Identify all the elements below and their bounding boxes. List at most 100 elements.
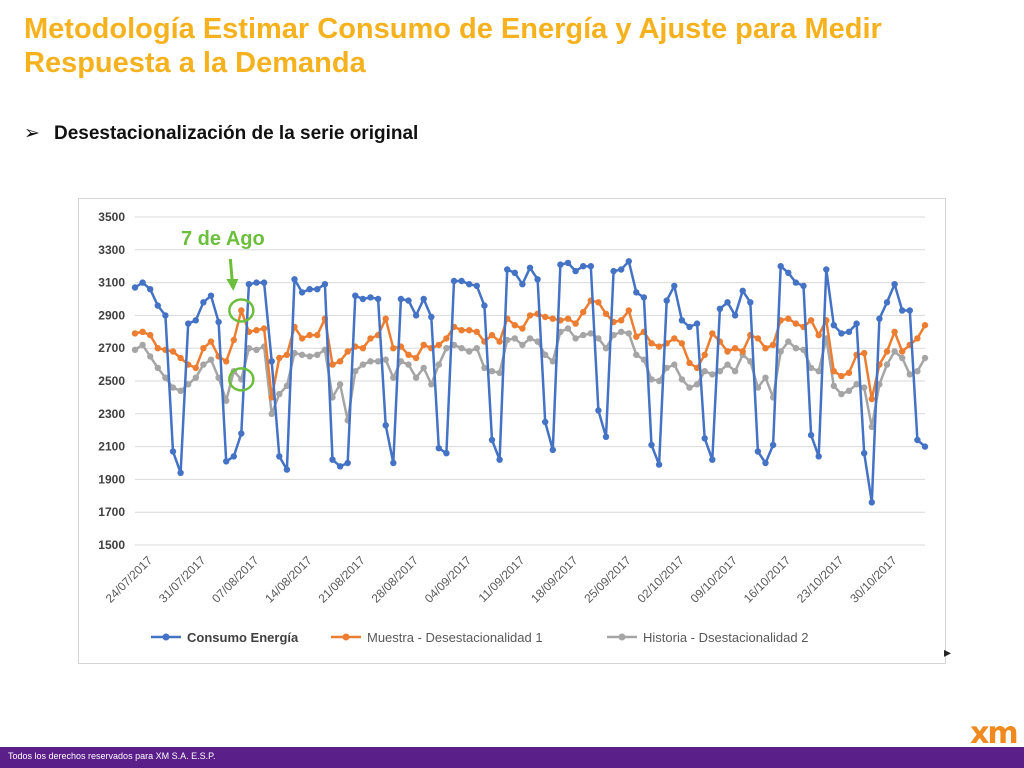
- chart-container: 1500 1700 1900 2100 2300 2500 2700 2900 3100 3300…: [78, 198, 946, 664]
- x-tick-label: 24/07/2017: [103, 553, 156, 606]
- data-point-muestra: [177, 354, 184, 362]
- data-point-historia: [724, 361, 731, 368]
- data-point-consumo: [298, 289, 306, 296]
- data-point-historia: [785, 338, 792, 345]
- slide-title: Metodología Estimar Consumo de Energía y…: [24, 13, 882, 79]
- data-point-historia: [139, 341, 146, 349]
- data-point-historia: [716, 368, 724, 375]
- data-point-consumo: [701, 435, 708, 442]
- data-point-consumo: [618, 266, 625, 273]
- data-point-historia: [709, 371, 716, 378]
- data-point-consumo: [853, 320, 860, 327]
- data-point-historia: [838, 390, 845, 398]
- data-point-muestra: [230, 336, 237, 344]
- data-point-historia: [488, 368, 496, 375]
- data-point-muestra: [359, 345, 367, 352]
- data-point-muestra: [861, 349, 868, 357]
- data-point-consumo: [823, 266, 830, 273]
- data-point-consumo: [542, 418, 549, 426]
- data-point-muestra: [921, 322, 929, 329]
- data-point-historia: [572, 335, 579, 342]
- data-point-muestra: [564, 315, 572, 322]
- y-tick-label: 2100: [98, 440, 125, 454]
- data-point-consumo: [526, 264, 534, 271]
- x-tick-label: 23/10/2017: [794, 553, 847, 606]
- y-tick-label: 2900: [98, 308, 125, 322]
- data-point-muestra: [192, 364, 199, 372]
- data-point-muestra: [655, 343, 663, 350]
- data-point-muestra: [443, 335, 450, 342]
- data-point-muestra: [238, 307, 245, 314]
- data-point-muestra: [519, 325, 526, 332]
- y-tick-label: 1500: [98, 538, 125, 552]
- data-point-muestra: [914, 335, 921, 342]
- data-point-historia: [671, 361, 678, 368]
- data-point-consumo: [640, 294, 648, 301]
- x-tick-label: 07/08/2017: [209, 553, 262, 606]
- data-point-historia: [519, 341, 526, 349]
- data-point-consumo: [504, 266, 511, 273]
- data-point-consumo: [329, 456, 336, 463]
- annotation-arrowhead-icon: [226, 279, 239, 291]
- data-point-consumo: [306, 286, 313, 293]
- data-point-historia: [245, 345, 253, 352]
- xm-logo: xm: [970, 716, 1019, 751]
- data-point-historia: [147, 353, 154, 360]
- data-point-historia: [458, 345, 465, 352]
- y-tick-label: 2500: [98, 374, 125, 388]
- data-point-consumo: [443, 450, 450, 457]
- data-point-consumo: [276, 453, 283, 460]
- data-point-muestra: [329, 361, 336, 368]
- footer-copyright: Todos los derechos reservados para XM S.…: [8, 751, 216, 761]
- data-point-muestra: [891, 328, 898, 335]
- data-point-consumo: [557, 261, 564, 268]
- data-point-consumo: [169, 448, 177, 455]
- data-point-muestra: [367, 335, 374, 342]
- data-point-historia: [663, 364, 670, 372]
- data-point-historia: [268, 410, 275, 417]
- data-point-historia: [207, 356, 215, 363]
- footer-bar: Todos los derechos reservados para XM S.…: [0, 747, 1024, 768]
- data-point-consumo: [283, 466, 291, 473]
- legend-label-consumo: Consumo Energía: [187, 630, 299, 645]
- data-point-consumo: [238, 430, 245, 437]
- data-point-muestra: [602, 310, 610, 317]
- data-point-muestra: [595, 299, 602, 306]
- data-point-historia: [253, 346, 260, 353]
- data-point-historia: [428, 381, 435, 388]
- legend-marker-consumo: [162, 633, 170, 641]
- data-point-muestra: [762, 345, 769, 352]
- data-point-consumo: [177, 469, 184, 476]
- legend-label-historia: Historia - Dsestacionalidad 2: [643, 630, 808, 645]
- data-point-consumo: [321, 281, 329, 288]
- data-point-historia: [921, 354, 929, 362]
- data-point-consumo: [496, 456, 503, 463]
- x-tick-label: 31/07/2017: [156, 553, 209, 606]
- data-point-historia: [131, 346, 139, 353]
- data-point-muestra: [648, 340, 655, 347]
- data-point-muestra: [845, 369, 853, 376]
- data-point-historia: [481, 364, 488, 372]
- data-point-historia: [747, 358, 754, 365]
- data-point-muestra: [154, 345, 161, 352]
- data-point-consumo: [131, 284, 139, 291]
- data-point-historia: [693, 381, 701, 388]
- data-point-muestra: [618, 317, 625, 324]
- data-point-muestra: [511, 322, 518, 329]
- data-point-consumo: [519, 281, 526, 288]
- data-point-historia: [185, 381, 192, 388]
- y-tick-label: 2700: [98, 341, 125, 355]
- data-point-muestra: [260, 325, 268, 332]
- data-point-muestra: [754, 335, 762, 342]
- data-point-consumo: [693, 320, 701, 327]
- y-tick-label: 1900: [98, 472, 125, 486]
- data-point-muestra: [412, 354, 420, 362]
- data-point-muestra: [223, 358, 230, 365]
- data-point-consumo: [488, 436, 496, 444]
- bullet-item: ➢ Desestacionalización de la serie origin…: [24, 122, 418, 145]
- data-point-historia: [754, 384, 762, 391]
- data-point-historia: [200, 361, 207, 368]
- data-point-consumo: [762, 459, 769, 467]
- data-point-muestra: [253, 327, 260, 334]
- x-tick-label: 21/08/2017: [315, 553, 368, 606]
